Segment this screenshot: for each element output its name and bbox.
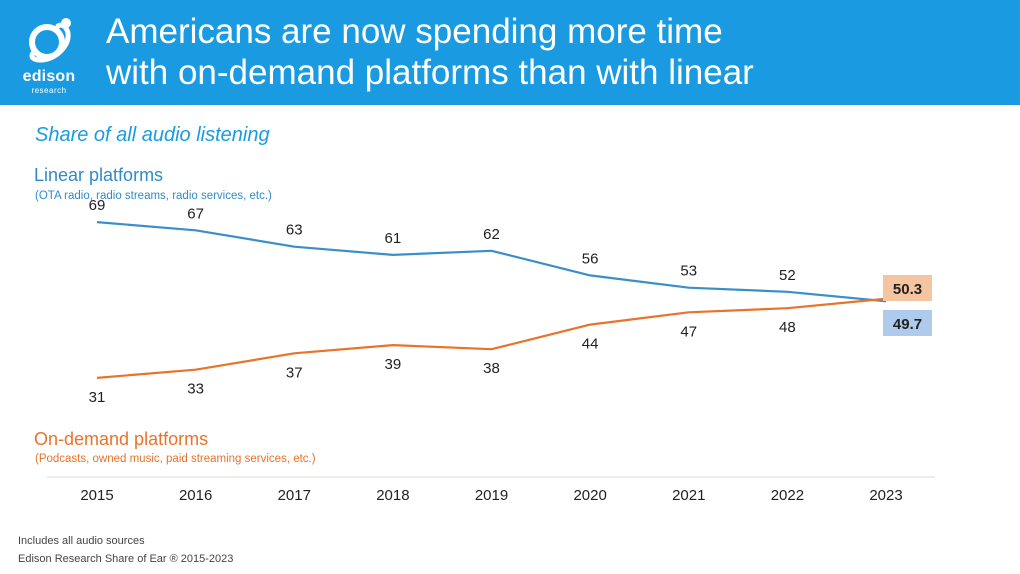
x-tick-label-2021: 2021 <box>672 487 705 504</box>
linear-data-label-2016: 67 <box>187 205 204 222</box>
linear-data-label-2020: 56 <box>582 250 599 267</box>
edison-swirl-icon <box>29 18 71 63</box>
linear-data-label-2019: 62 <box>483 226 500 243</box>
header-banner: edison research Americans are now spendi… <box>0 0 1020 105</box>
ondemand-series-detail: (Podcasts, owned music, paid streaming s… <box>35 453 316 465</box>
x-tick-label-2020: 2020 <box>573 487 606 504</box>
linear-data-label-2017: 63 <box>286 222 303 239</box>
ondemand-data-label-2015: 31 <box>89 389 106 406</box>
linear-data-label-2015: 69 <box>89 197 106 214</box>
ondemand-data-label-2017: 37 <box>286 364 303 381</box>
logo-subword: research <box>31 86 67 95</box>
linear-series-title: Linear platforms <box>34 165 164 185</box>
footnote-copyright: Edison Research Share of Ear ® 2015-2023 <box>18 553 234 565</box>
ondemand-data-label-2021: 47 <box>680 323 697 340</box>
edison-logo: edison research <box>14 14 84 96</box>
x-tick-label-2019: 2019 <box>475 487 508 504</box>
page-title: Americans are now spending more time wit… <box>106 11 1006 93</box>
chart-subtitle: Share of all audio listening <box>35 124 270 146</box>
x-tick-label-2015: 2015 <box>80 487 113 504</box>
ondemand-data-label-2019: 38 <box>483 360 500 377</box>
ondemand-end-label: 50.3 <box>893 281 922 298</box>
title-line-2: with on-demand platforms than with linea… <box>106 53 754 92</box>
x-tick-label-2023: 2023 <box>869 487 902 504</box>
linear-end-label: 49.7 <box>893 316 922 333</box>
x-tick-label-2017: 2017 <box>278 487 311 504</box>
ondemand-series-title: On-demand platforms <box>34 429 209 449</box>
linear-data-label-2018: 61 <box>385 230 402 247</box>
x-tick-label-2022: 2022 <box>771 487 804 504</box>
footnote-sources: Includes all audio sources <box>18 535 145 547</box>
x-tick-label-2018: 2018 <box>376 487 409 504</box>
linear-data-label-2022: 52 <box>779 267 796 284</box>
ondemand-data-label-2018: 39 <box>385 356 402 373</box>
logo-wordmark: edison <box>22 68 76 85</box>
ondemand-data-label-2020: 44 <box>582 336 599 353</box>
ondemand-data-label-2022: 48 <box>779 319 796 336</box>
title-line-1: Americans are now spending more time <box>106 12 723 51</box>
linear-series-line <box>96 221 887 303</box>
ondemand-series-line <box>96 297 887 379</box>
linear-end-label-box <box>883 310 932 336</box>
linear-series-detail: (OTA radio, radio streams, radio service… <box>35 190 272 202</box>
ondemand-data-label-2016: 33 <box>187 381 204 398</box>
linear-data-label-2021: 53 <box>680 263 697 280</box>
x-tick-label-2016: 2016 <box>179 487 212 504</box>
ondemand-end-label-box <box>883 275 932 301</box>
